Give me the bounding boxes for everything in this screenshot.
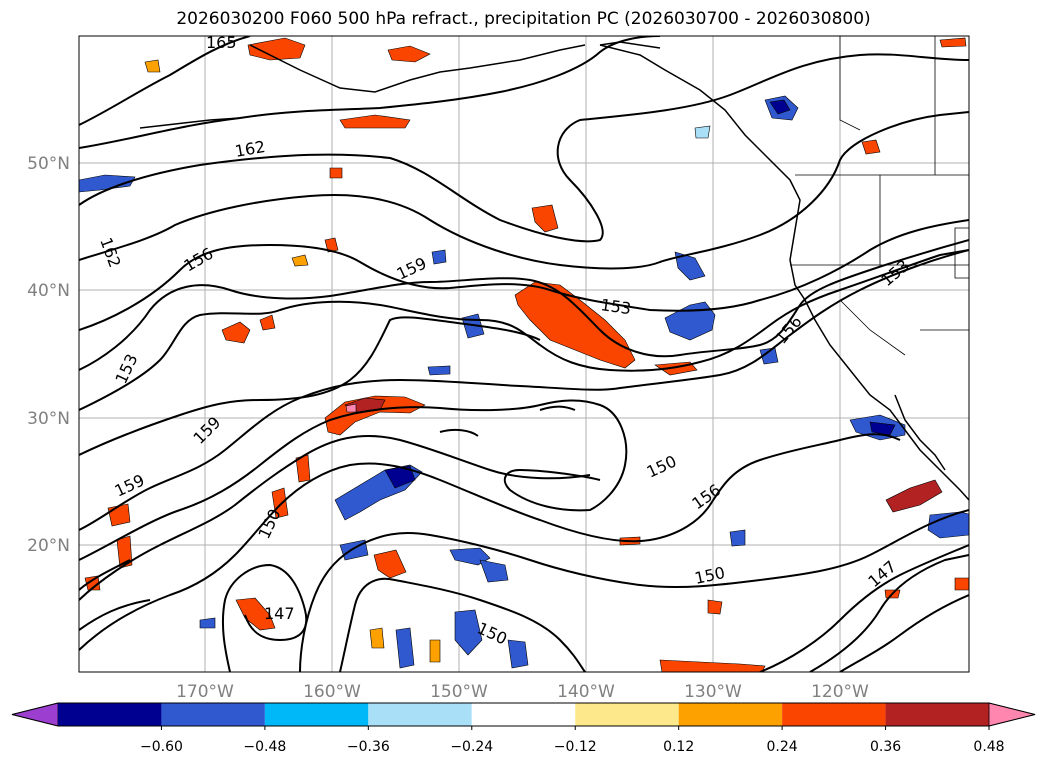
- latitude-labels: 50°N 40°N 30°N 20°N: [27, 154, 70, 556]
- contour-label: 153: [599, 295, 632, 318]
- colorbar-segment: [471, 703, 576, 726]
- precip-patch: [247, 37, 306, 61]
- precip-patch: [235, 597, 276, 631]
- precip-patch: [429, 639, 441, 663]
- colorbar-tick-label: −0.36: [347, 739, 390, 755]
- lon-label: 150°W: [430, 682, 488, 702]
- colorbar-tick-label: −0.24: [450, 739, 493, 755]
- longitude-labels: 170°W 160°W 150°W 140°W 130°W 120°W: [176, 682, 869, 702]
- precip-patch: [885, 479, 943, 513]
- precip-patch: [514, 281, 636, 369]
- precip-patch: [431, 249, 447, 265]
- colorbar-segment: [161, 703, 265, 726]
- precip-patches: [79, 37, 969, 672]
- precip-patch: [395, 627, 415, 669]
- colorbar-extend-high: [988, 702, 1036, 727]
- precip-patch: [369, 627, 385, 649]
- precip-patch: [144, 59, 161, 73]
- precip-patch: [674, 251, 706, 281]
- contour-label: 147: [264, 604, 295, 623]
- precip-patch: [373, 549, 407, 579]
- precip-patch: [507, 639, 529, 669]
- lon-label: 120°W: [811, 682, 869, 702]
- colorbar-tick-label: 0.24: [767, 739, 798, 755]
- coastlines: [139, 41, 969, 501]
- lon-label: 160°W: [303, 682, 361, 702]
- colorbar-tick-label: −0.12: [554, 739, 597, 755]
- precip-patch: [79, 174, 136, 193]
- precip-patch: [387, 45, 431, 63]
- colorbar-tick-label: 0.48: [973, 739, 1004, 755]
- precip-patch: [84, 575, 101, 591]
- precip-patch: [339, 114, 411, 129]
- precip-patch: [107, 503, 131, 527]
- precip-patch: [259, 314, 276, 331]
- colorbar-tick-label: 0.36: [870, 739, 901, 755]
- precip-patch: [659, 659, 766, 672]
- lon-label: 140°W: [557, 682, 615, 702]
- colorbar-tick-label: 0.12: [663, 739, 694, 755]
- precip-patch: [345, 403, 357, 413]
- precip-patch: [479, 559, 509, 583]
- precip-patch: [427, 365, 451, 376]
- precip-patch: [954, 577, 969, 591]
- lat-label: 20°N: [27, 536, 70, 556]
- precip-patch: [531, 204, 559, 233]
- contour-lines: [79, 36, 969, 672]
- precip-patch: [694, 125, 711, 139]
- precip-patch: [861, 139, 881, 155]
- precip-patch: [939, 37, 967, 48]
- colorbar-segment: [58, 703, 162, 726]
- colorbar-segment: [782, 703, 886, 726]
- lat-label: 30°N: [27, 409, 70, 429]
- precip-patch: [769, 99, 791, 115]
- precip-patch: [199, 617, 216, 629]
- precip-patch: [454, 609, 483, 656]
- precip-patch: [329, 167, 343, 179]
- contour-label: 165: [206, 33, 237, 52]
- lon-label: 130°W: [684, 682, 742, 702]
- colorbar: [11, 702, 1036, 727]
- lat-label: 40°N: [27, 281, 70, 301]
- colorbar-frame: [11, 702, 1036, 727]
- precip-patch: [707, 599, 723, 615]
- colorbar-segment: [368, 703, 472, 726]
- colorbar-segment: [678, 703, 783, 726]
- colorbar-extend-low: [11, 702, 59, 727]
- colorbar-tick-label: −0.48: [243, 739, 286, 755]
- colorbar-ticks: −0.60 −0.48 −0.36 −0.24 −0.12 0.12 0.24 0.36 0.4…: [140, 726, 1005, 755]
- colorbar-segment: [885, 703, 989, 726]
- lat-label: 50°N: [27, 154, 70, 174]
- map-area: 165 162 162 156 159 153 153 153 156 159 …: [79, 33, 969, 672]
- precip-patch: [869, 421, 896, 436]
- precip-patch: [324, 237, 339, 253]
- precip-patch: [729, 529, 746, 547]
- precip-patch: [759, 347, 779, 365]
- chart-title: 2026030200 F060 500 hPa refract., precip…: [176, 9, 871, 29]
- colorbar-segment: [264, 703, 369, 726]
- precip-patch: [221, 321, 251, 344]
- precip-patch: [291, 254, 309, 267]
- colorbar-tick-label: −0.60: [140, 739, 183, 755]
- colorbar-segment: [575, 703, 679, 726]
- map-frame: [78, 35, 970, 673]
- lon-label: 170°W: [176, 682, 234, 702]
